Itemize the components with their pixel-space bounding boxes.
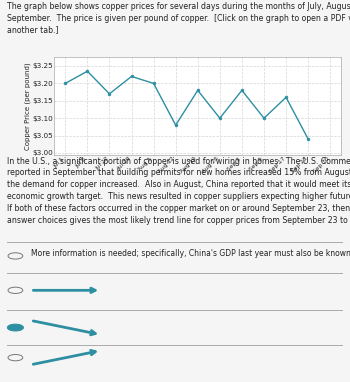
Circle shape [7,324,23,331]
Text: The graph below shows copper prices for several days during the months of July, : The graph below shows copper prices for … [7,2,350,34]
Text: In the U.S., a significant portion of copper is used for wiring in homes.  The U: In the U.S., a significant portion of co… [7,157,350,225]
Text: More information is needed; specifically, China's GDP last year must also be kno: More information is needed; specifically… [30,249,350,257]
Y-axis label: Copper Price (per pound): Copper Price (per pound) [24,62,31,150]
